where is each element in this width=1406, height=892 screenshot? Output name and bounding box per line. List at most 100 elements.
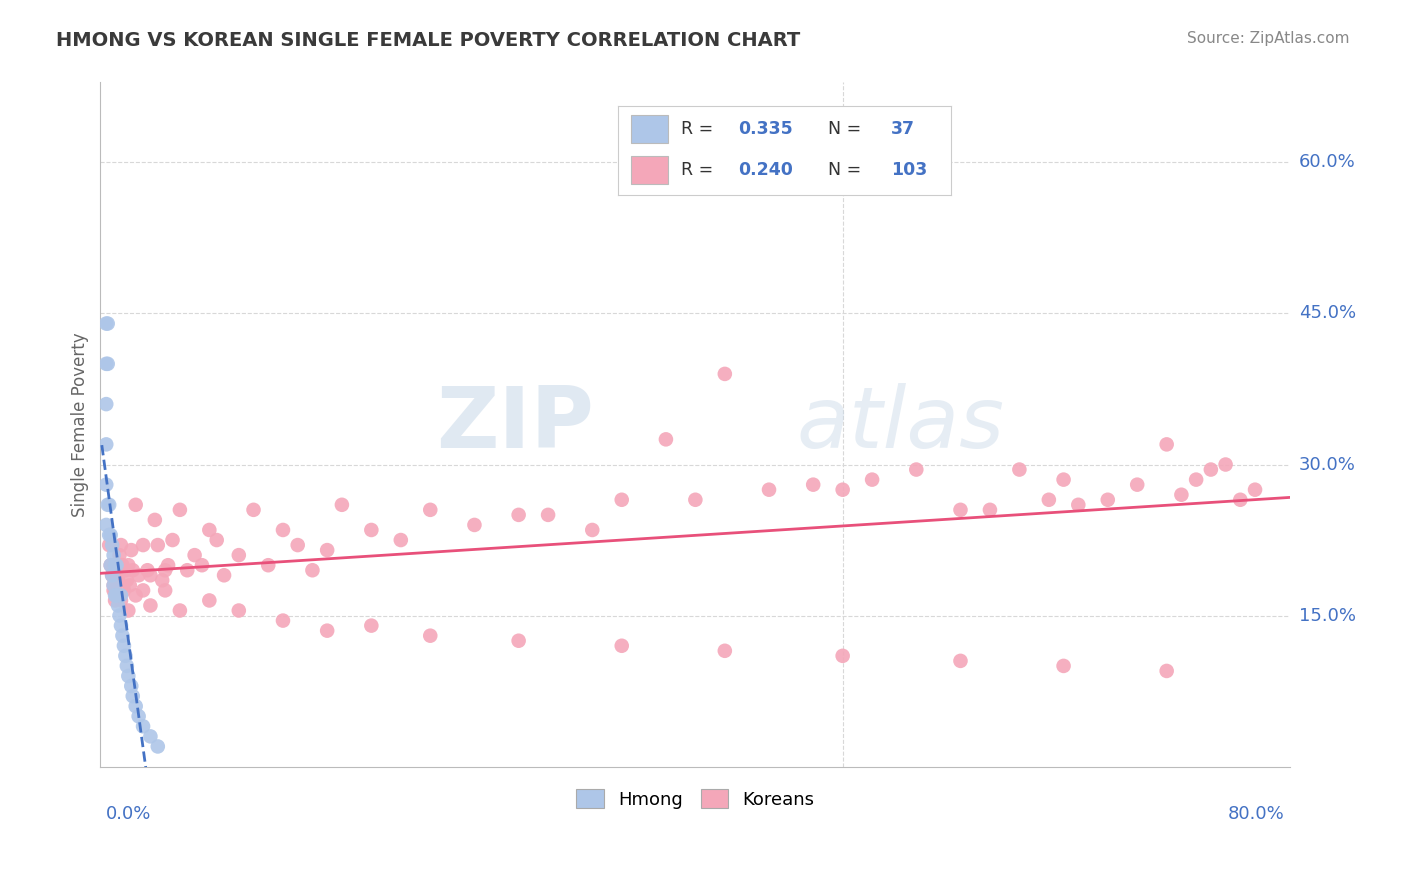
Text: 30.0%: 30.0% <box>1299 456 1355 474</box>
Point <box>153 583 176 598</box>
Point <box>132 538 155 552</box>
Point <box>98 538 121 552</box>
Point <box>242 503 264 517</box>
Text: HMONG VS KOREAN SINGLE FEMALE POVERTY CORRELATION CHART: HMONG VS KOREAN SINGLE FEMALE POVERTY CO… <box>56 31 800 50</box>
Point <box>979 503 1001 517</box>
Point <box>105 568 128 582</box>
Point <box>100 558 122 573</box>
Point <box>153 563 176 577</box>
Point <box>271 614 294 628</box>
Point <box>111 558 134 573</box>
Point <box>114 648 136 663</box>
Point <box>610 639 633 653</box>
Point <box>198 523 221 537</box>
Point <box>714 644 737 658</box>
Point <box>101 568 124 582</box>
Point <box>685 492 707 507</box>
Point <box>118 578 141 592</box>
Point <box>104 593 127 607</box>
Point <box>169 503 191 517</box>
Point <box>183 548 205 562</box>
Text: 80.0%: 80.0% <box>1227 805 1285 823</box>
Point <box>271 523 294 537</box>
Point <box>125 589 148 603</box>
Point <box>103 583 125 598</box>
Point <box>146 538 169 552</box>
Point <box>1067 498 1090 512</box>
Point <box>610 492 633 507</box>
Point <box>1170 488 1192 502</box>
Point <box>905 462 928 476</box>
Point <box>228 603 250 617</box>
Point <box>117 558 139 573</box>
Text: 60.0%: 60.0% <box>1299 153 1355 171</box>
Point <box>157 558 180 573</box>
Point <box>389 533 412 547</box>
Point <box>125 498 148 512</box>
Point <box>96 477 118 491</box>
Point <box>419 503 441 517</box>
Point <box>139 599 162 613</box>
Point <box>714 367 737 381</box>
Point <box>831 483 853 497</box>
Point <box>1229 492 1251 507</box>
Point <box>104 558 127 573</box>
Point <box>114 563 136 577</box>
Point <box>1185 473 1208 487</box>
Point <box>1052 473 1074 487</box>
Point <box>103 578 125 592</box>
Point <box>110 589 132 603</box>
Point <box>330 498 353 512</box>
Point <box>110 593 132 607</box>
Point <box>1008 462 1031 476</box>
Point <box>1038 492 1060 507</box>
Point <box>96 397 118 411</box>
Point <box>108 548 131 562</box>
Point <box>146 739 169 754</box>
Point <box>162 533 184 547</box>
Point <box>831 648 853 663</box>
Point <box>1126 477 1149 491</box>
Point <box>139 730 162 744</box>
Point <box>96 357 118 371</box>
Point <box>1244 483 1267 497</box>
Point <box>1052 659 1074 673</box>
Point <box>581 523 603 537</box>
Point <box>117 669 139 683</box>
Point <box>758 483 780 497</box>
Point <box>949 503 972 517</box>
Point <box>1097 492 1119 507</box>
Point <box>198 593 221 607</box>
Point <box>1156 664 1178 678</box>
Point <box>105 558 128 573</box>
Point <box>100 528 122 542</box>
Point <box>508 508 530 522</box>
Point <box>112 583 135 598</box>
Point <box>120 543 142 558</box>
Point <box>121 689 143 703</box>
Point <box>1215 458 1237 472</box>
Point <box>316 624 339 638</box>
Point <box>191 558 214 573</box>
Point <box>287 538 309 552</box>
Point <box>128 568 150 582</box>
Point <box>110 618 132 632</box>
Point <box>463 517 485 532</box>
Point <box>136 563 159 577</box>
Point <box>1156 437 1178 451</box>
Point <box>105 589 128 603</box>
Point <box>115 659 138 673</box>
Point <box>96 437 118 451</box>
Point <box>107 574 129 588</box>
Point <box>96 317 118 331</box>
Text: 45.0%: 45.0% <box>1299 304 1355 323</box>
Point <box>115 574 138 588</box>
Point <box>107 599 129 613</box>
Y-axis label: Single Female Poverty: Single Female Poverty <box>72 332 89 516</box>
Point <box>128 709 150 723</box>
Point <box>120 679 142 693</box>
Point <box>419 629 441 643</box>
Text: atlas: atlas <box>797 383 1004 466</box>
Text: 0.0%: 0.0% <box>107 805 152 823</box>
Point <box>98 528 121 542</box>
